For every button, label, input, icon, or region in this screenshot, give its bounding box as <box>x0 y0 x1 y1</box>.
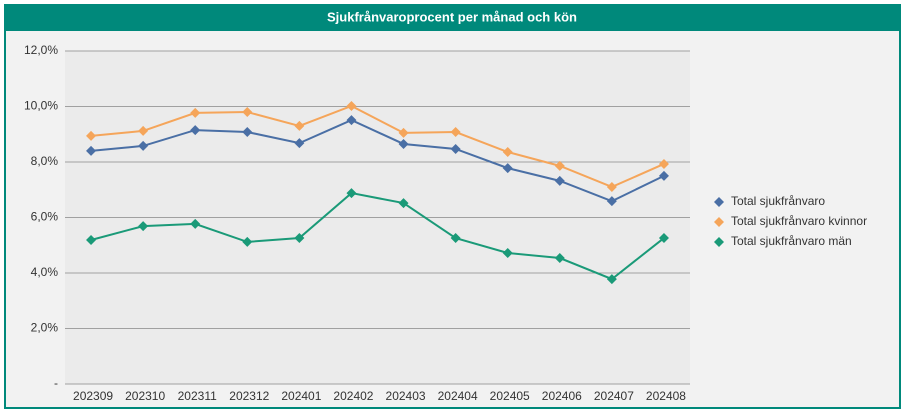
x-tick-label: 202406 <box>542 389 582 403</box>
x-tick-label: 202404 <box>438 389 478 403</box>
legend-label: Total sjukfrånvaro kvinnor <box>731 214 867 228</box>
data-point <box>294 120 305 131</box>
series-line <box>90 192 665 281</box>
header-bar <box>5 5 900 31</box>
data-point <box>86 234 97 245</box>
x-tick-label: 202401 <box>281 389 321 403</box>
data-point <box>450 143 461 154</box>
legend-marker <box>714 217 724 227</box>
x-tick-label: 202310 <box>125 389 165 403</box>
data-point <box>242 236 253 247</box>
data-point <box>138 140 149 151</box>
x-tick-label: 202408 <box>646 389 686 403</box>
data-point <box>398 127 409 138</box>
data-point <box>242 127 253 138</box>
data-point <box>190 125 201 136</box>
data-point <box>502 163 513 174</box>
data-point <box>658 158 669 169</box>
data-point <box>658 233 669 244</box>
data-point <box>450 233 461 244</box>
legend-marker <box>714 237 724 247</box>
data-point <box>398 198 409 209</box>
data-point <box>294 138 305 149</box>
y-tick-label: 4,0% <box>31 265 59 279</box>
y-tick-label: 2,0% <box>31 321 59 335</box>
x-tick-label: 202312 <box>229 389 269 403</box>
series-line <box>90 104 665 189</box>
data-point <box>554 175 565 186</box>
y-tick-label: 6,0% <box>31 210 59 224</box>
x-tick-label: 202311 <box>178 389 217 403</box>
data-point <box>606 181 617 192</box>
series-line <box>90 119 665 203</box>
chart-title: Sjukfrånvaroprocent per månad och kön <box>327 9 577 24</box>
data-point <box>554 253 565 264</box>
x-tick-label: 202402 <box>333 389 373 403</box>
data-point <box>138 125 149 136</box>
x-tick-label: 202309 <box>73 389 113 403</box>
data-point <box>138 221 149 232</box>
data-point <box>86 130 97 141</box>
legend-label: Total sjukfrånvaro <box>731 194 825 208</box>
data-point <box>346 115 357 126</box>
y-tick-label: 10,0% <box>24 99 58 113</box>
data-point <box>606 274 617 285</box>
data-point <box>398 138 409 149</box>
data-point <box>190 107 201 118</box>
data-point <box>86 145 97 156</box>
y-tick-label: - <box>54 376 58 390</box>
x-tick-label: 202403 <box>386 389 426 403</box>
data-point <box>658 170 669 181</box>
data-point <box>450 127 461 138</box>
x-tick-label: 202405 <box>490 389 530 403</box>
data-point <box>294 233 305 244</box>
data-point <box>502 147 513 158</box>
data-point <box>346 100 357 111</box>
data-point <box>190 218 201 229</box>
x-tick-label: 202407 <box>594 389 634 403</box>
data-point <box>242 107 253 118</box>
data-point <box>606 196 617 207</box>
data-point <box>554 160 565 171</box>
data-point <box>502 248 513 259</box>
legend-marker <box>714 197 724 207</box>
data-point <box>346 188 357 199</box>
y-tick-label: 12,0% <box>24 43 58 57</box>
y-tick-label: 8,0% <box>31 154 59 168</box>
legend-label: Total sjukfrånvaro män <box>731 234 852 248</box>
